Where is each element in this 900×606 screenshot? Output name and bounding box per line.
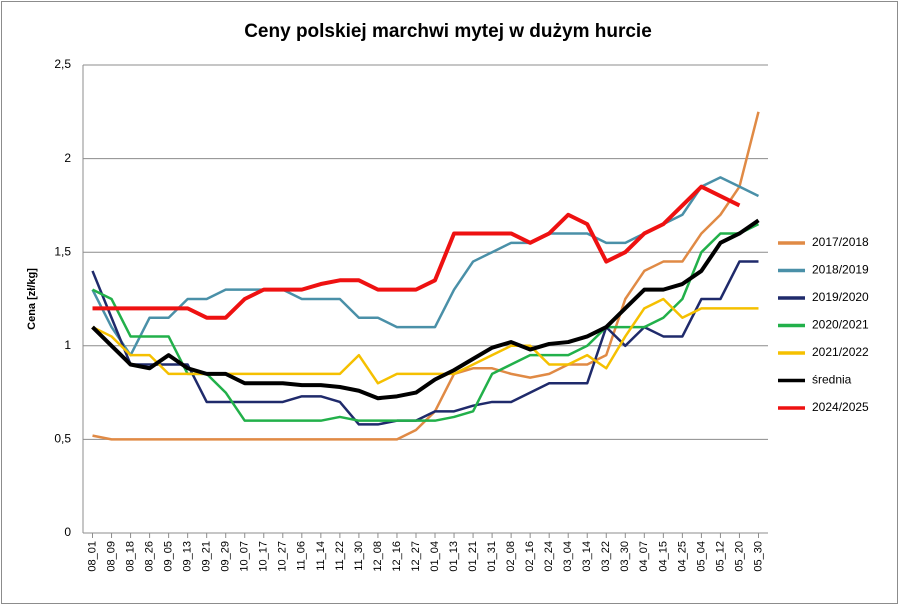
series-line [92, 184, 741, 320]
x-tick-label: 05_20 [733, 541, 745, 572]
legend-label: 2021/2022 [812, 345, 869, 359]
x-tick-label: 01_04 [429, 541, 441, 572]
y-tick-label: 0,5 [54, 432, 71, 446]
x-tick-label: 10_17 [258, 541, 270, 572]
legend-label: 2019/2020 [812, 290, 869, 304]
x-tick-label: 10_27 [277, 541, 289, 572]
x-tick-label: 09_29 [220, 541, 232, 572]
x-tick-label: 05_04 [695, 541, 707, 572]
x-tick-label: 11_30 [353, 541, 365, 571]
x-tick-label: 03_22 [600, 541, 612, 572]
x-tick-label: 11_06 [296, 541, 308, 571]
legend-label: 2018/2019 [812, 263, 869, 277]
x-tick-label: 11_14 [315, 541, 327, 571]
x-tick-label: 12_16 [391, 541, 403, 572]
x-tick-label: 03_30 [619, 541, 631, 572]
y-axis-label: Cena [zł/kg] [26, 268, 38, 330]
x-tick-label: 08_26 [144, 541, 156, 572]
x-tick-label: 09_05 [163, 541, 175, 572]
x-tick-label: 01_31 [486, 541, 498, 572]
x-tick-label: 09_21 [201, 541, 213, 572]
x-tick-label: 04_07 [638, 541, 650, 572]
series-line [91, 260, 759, 426]
x-tick-label: 08_09 [105, 541, 117, 572]
legend-label: 2020/2021 [812, 318, 869, 332]
x-tick-label: 10_07 [239, 541, 251, 572]
x-tick-label: 03_04 [562, 541, 574, 572]
series-line [91, 218, 760, 401]
y-tick-label: 0 [64, 525, 71, 539]
chart-title: Ceny polskiej marchwi mytej w dużym hurc… [244, 21, 652, 42]
x-tick-label: 12_27 [410, 541, 422, 572]
x-tick-label: 02_16 [524, 541, 536, 572]
x-tick-label: 11_22 [334, 541, 346, 571]
x-tick-label: 04_15 [657, 541, 669, 572]
legend-label: 2017/2018 [812, 235, 869, 249]
x-tick-label: 02_24 [543, 541, 555, 572]
x-tick-label: 05_30 [752, 541, 764, 572]
x-tick-label: 02_08 [505, 541, 517, 572]
legend-label: średnia [812, 373, 852, 387]
x-tick-label: 05_12 [714, 541, 726, 572]
y-tick-label: 1,5 [54, 244, 71, 258]
legend-label: 2024/2025 [812, 400, 869, 414]
y-tick-label: 1 [64, 338, 71, 352]
x-tick-label: 04_25 [676, 541, 688, 572]
x-tick-label: 12_08 [372, 541, 384, 572]
x-tick-label: 03_14 [581, 541, 593, 572]
y-tick-label: 2,5 [54, 57, 71, 71]
x-tick-label: 08_01 [86, 541, 98, 572]
x-tick-label: 01_13 [448, 541, 460, 572]
x-tick-label: 01_21 [467, 541, 479, 572]
y-tick-label: 2 [64, 151, 71, 165]
x-tick-label: 08_18 [124, 541, 136, 572]
x-tick-label: 09_13 [182, 541, 194, 572]
